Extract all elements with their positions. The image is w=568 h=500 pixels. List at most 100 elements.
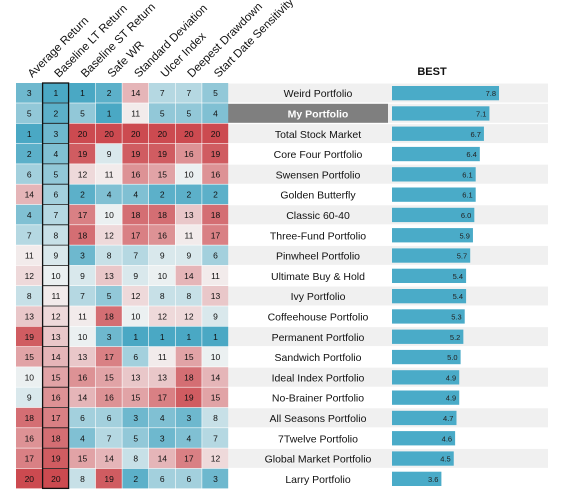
best-bar <box>392 126 484 141</box>
heatmap-cell <box>69 225 96 245</box>
heatmap-cell-value: 8 <box>107 251 112 261</box>
portfolio-name: Ideal Index Portfolio <box>272 372 365 384</box>
heatmap-cell-value: 8 <box>213 413 218 423</box>
heatmap-cell <box>122 143 149 164</box>
best-bar-value: 5.9 <box>460 231 470 240</box>
heatmap-cell <box>149 346 175 367</box>
heatmap-cell-value: 13 <box>51 332 61 342</box>
heatmap-cell-value: 17 <box>211 230 221 240</box>
row-stripe <box>228 83 548 103</box>
heatmap-cell-value: 15 <box>51 372 61 382</box>
heatmap-cell-value: 12 <box>158 311 168 321</box>
heatmap-cell <box>42 143 69 164</box>
heatmap-cell <box>149 326 175 347</box>
heatmap-cell <box>69 428 96 448</box>
heatmap-cell <box>69 367 96 387</box>
heatmap-cell-value: 11 <box>78 311 87 321</box>
row-stripe <box>228 185 548 204</box>
heatmap-cell <box>122 184 149 205</box>
best-bar <box>392 207 475 223</box>
best-bar-value: 6.7 <box>470 130 480 139</box>
heatmap-cell-value: 15 <box>25 352 35 362</box>
heatmap-cell <box>149 245 175 266</box>
portfolio-name: 7Twelve Portfolio <box>278 433 358 445</box>
heatmap-cell-value: 14 <box>211 372 221 382</box>
portfolio-name: Permanent Portfolio <box>272 332 365 344</box>
heatmap-cell <box>95 367 122 387</box>
heatmap-cell <box>69 123 96 144</box>
heatmap-cell-value: 18 <box>158 210 168 220</box>
heatmap-cell <box>16 448 42 469</box>
heatmap-cell-value: 1 <box>187 332 192 342</box>
heatmap-cell-value: 5 <box>213 88 218 98</box>
heatmap-cell-value: 18 <box>104 311 114 321</box>
heatmap-cell-value: 20 <box>211 129 221 139</box>
heatmap-cell-value: 11 <box>105 169 114 179</box>
heatmap-cell <box>149 306 175 326</box>
heatmap-cell-value: 11 <box>211 271 220 281</box>
heatmap-cell-value: 3 <box>80 251 85 261</box>
heatmap-cell-value: 18 <box>25 413 35 423</box>
heatmap-cell-value: 10 <box>184 169 194 179</box>
heatmap-cell-value: 2 <box>27 149 32 159</box>
row-stripe <box>228 205 548 225</box>
portfolio-name: Three-Fund Portfolio <box>270 230 366 242</box>
heatmap-cell <box>95 164 122 184</box>
heatmap-cell <box>202 387 229 408</box>
heatmap-cell-value: 16 <box>211 169 221 179</box>
heatmap-cell <box>95 448 122 469</box>
heatmap-cell-value: 5 <box>160 108 165 118</box>
heatmap-cell <box>42 103 69 123</box>
heatmap-cell-value: 9 <box>54 251 59 261</box>
heatmap-cell <box>122 83 149 103</box>
best-bar <box>392 187 476 202</box>
best-bar <box>392 390 460 405</box>
heatmap-cell-value: 6 <box>213 251 218 261</box>
heatmap-cell <box>122 123 149 144</box>
heatmap-cell <box>42 123 69 144</box>
heatmap-cell <box>95 407 122 428</box>
heatmap-cell <box>175 83 202 103</box>
heatmap-cell-value: 6 <box>133 352 138 362</box>
heatmap-cell-value: 1 <box>160 332 165 342</box>
heatmap-cell <box>202 204 229 225</box>
heatmap-cell-value: 9 <box>160 251 165 261</box>
heatmap-cell <box>42 448 69 469</box>
heatmap-cell-value: 3 <box>133 413 138 423</box>
heatmap-cell-value: 8 <box>187 291 192 301</box>
best-bar-value: 5.3 <box>451 312 461 321</box>
heatmap-cell-value: 20 <box>131 129 141 139</box>
heatmap-cell-value: 20 <box>78 129 88 139</box>
heatmap-cell-value: 13 <box>25 311 35 321</box>
heatmap-cell-value: 14 <box>51 352 61 362</box>
heatmap-cell-value: 19 <box>78 149 88 159</box>
row-stripe <box>228 306 548 326</box>
heatmap-cell <box>95 143 122 164</box>
heatmap-cell <box>122 286 149 306</box>
portfolio-name: Global Market Portfolio <box>265 454 372 466</box>
heatmap-cell <box>202 468 229 489</box>
heatmap-cell-value: 10 <box>25 372 35 382</box>
heatmap-cell <box>95 184 122 205</box>
heatmap-cell-value: 15 <box>158 169 168 179</box>
portfolio-names: Weird Portfolio My Portfolio Total Stock M… <box>265 88 372 486</box>
heatmap-cell <box>69 326 96 347</box>
heatmap-cell <box>175 468 202 489</box>
best-bar <box>392 471 442 486</box>
heatmap-cell <box>16 103 42 123</box>
heatmap-cell <box>95 468 122 489</box>
heatmap-cell <box>202 143 229 164</box>
heatmap-cell <box>42 265 69 286</box>
best-bar <box>392 349 461 365</box>
heatmap-cell <box>42 407 69 428</box>
row-stripe <box>228 286 548 306</box>
best-bar-value: 6.4 <box>466 150 476 159</box>
heatmap-cell-value: 5 <box>107 291 112 301</box>
portfolio-name: Classic 60-40 <box>286 210 350 222</box>
heatmap-cell <box>95 346 122 367</box>
heatmap-cell-value: 11 <box>25 251 34 261</box>
heatmap-cell <box>175 428 202 448</box>
heatmap-cell <box>95 387 122 408</box>
portfolio-name: Sandwich Portfolio <box>275 352 362 364</box>
heatmap-cell <box>42 245 69 266</box>
